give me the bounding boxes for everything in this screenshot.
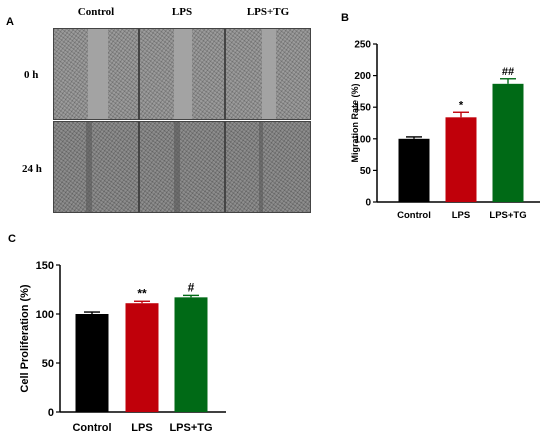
micrograph-0h-lps	[139, 28, 225, 120]
bar-control	[398, 138, 430, 202]
column-label-lps-tg: LPS+TG	[246, 6, 290, 18]
cell-proliferation-chart: 0 50 100 150 Cell Proliferation (%) Control **…	[19, 260, 226, 434]
y-tick-label: 50	[360, 166, 372, 177]
x-tick-label: LPS+TG	[169, 422, 212, 434]
x-tick-label: LPS	[131, 422, 152, 434]
panel-a-letter: A	[6, 16, 14, 28]
x-tick-label: LPS	[452, 210, 470, 221]
significance-mark: *	[459, 99, 464, 111]
micrograph-24h-lps	[139, 121, 225, 213]
bar-lps-tg	[492, 83, 524, 202]
y-tick-label: 50	[42, 358, 54, 370]
row-label-0h: 0 h	[24, 69, 39, 81]
micrograph-0h-lps-tg	[225, 28, 311, 120]
significance-mark: #	[188, 280, 195, 294]
micrograph-24h-control	[53, 121, 139, 213]
x-tick-label: Control	[72, 422, 111, 434]
y-tick-label: 0	[365, 198, 371, 209]
y-tick-label: 150	[36, 260, 54, 272]
y-tick-label: 250	[354, 40, 371, 51]
panel-c-letter: C	[8, 233, 16, 245]
column-label-control: Control	[77, 6, 115, 18]
y-axis-label: Migration Rate (%)	[350, 83, 360, 162]
bar-control	[75, 314, 109, 412]
micrograph-0h-control	[53, 28, 139, 120]
y-tick-label: 0	[48, 407, 54, 419]
y-tick-label: 150	[354, 103, 371, 114]
x-tick-label: LPS+TG	[489, 210, 526, 221]
bar-lps	[125, 303, 159, 412]
migration-rate-chart: 0 50 100 150 200 250 Migration Rate (%) Control…	[350, 40, 540, 221]
y-axis-label: Cell Proliferation (%)	[19, 284, 31, 393]
y-tick-label: 200	[354, 71, 371, 82]
bar-lps-tg	[174, 297, 208, 412]
column-label-lps: LPS	[171, 6, 193, 18]
y-tick-label: 100	[36, 309, 54, 321]
micrograph-24h-lps-tg	[225, 121, 311, 213]
bar-lps	[445, 117, 477, 202]
x-tick-label: Control	[397, 210, 431, 221]
y-tick-label: 100	[354, 134, 371, 145]
row-label-24h: 24 h	[22, 163, 42, 175]
significance-mark: **	[137, 286, 147, 300]
panel-b-letter: B	[341, 12, 349, 24]
significance-mark: ##	[502, 66, 514, 78]
